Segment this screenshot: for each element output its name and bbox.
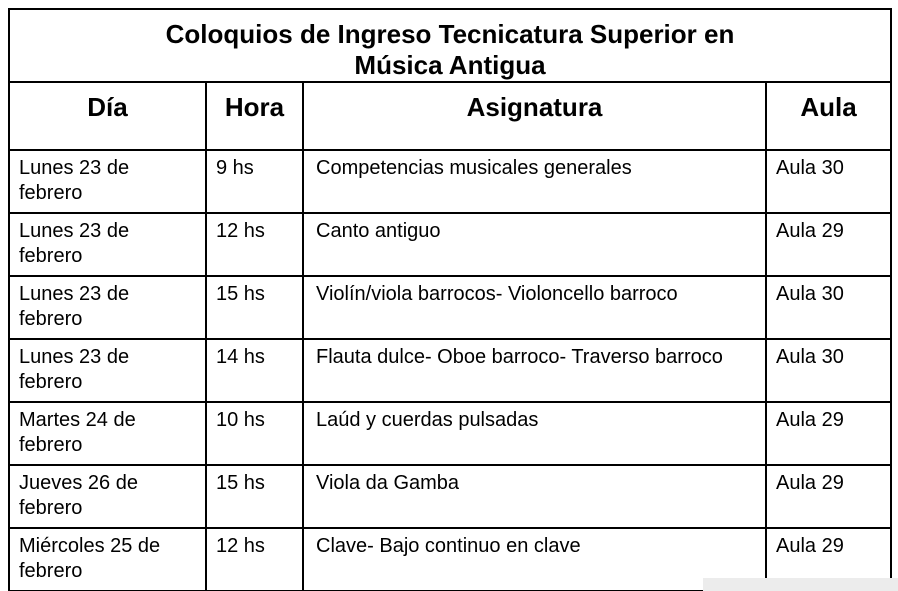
page-title: Coloquios de Ingreso Tecnicatura Superio… <box>165 19 735 80</box>
cell-asignatura: Laúd y cuerdas pulsadas <box>302 401 767 466</box>
cell-hora: 15 hs <box>205 464 304 529</box>
column-header-hora: Hora <box>205 81 304 151</box>
cell-aula: Aula 30 <box>765 338 892 403</box>
cell-asignatura: Violín/viola barrocos- Violoncello barro… <box>302 275 767 340</box>
title-cell: Coloquios de Ingreso Tecnicatura Superio… <box>8 8 892 83</box>
table-row: Jueves 26 de febrero 15 hs Viola da Gamb… <box>8 464 892 529</box>
cell-hora: 9 hs <box>205 149 304 214</box>
table-row: Lunes 23 de febrero 14 hs Flauta dulce- … <box>8 338 892 403</box>
cell-aula: Aula 30 <box>765 275 892 340</box>
cell-asignatura: Canto antiguo <box>302 212 767 277</box>
cell-dia: Lunes 23 de febrero <box>8 338 207 403</box>
cell-aula: Aula 29 <box>765 464 892 529</box>
table-row: Lunes 23 de febrero 15 hs Violín/viola b… <box>8 275 892 340</box>
column-header-asignatura: Asignatura <box>302 81 767 151</box>
cell-aula: Aula 30 <box>765 149 892 214</box>
cell-dia: Martes 24 de febrero <box>8 401 207 466</box>
cell-asignatura: Flauta dulce- Oboe barroco- Traverso bar… <box>302 338 767 403</box>
cell-dia: Lunes 23 de febrero <box>8 275 207 340</box>
cell-hora: 10 hs <box>205 401 304 466</box>
cell-hora: 15 hs <box>205 275 304 340</box>
cell-aula: Aula 29 <box>765 212 892 277</box>
cell-dia: Lunes 23 de febrero <box>8 212 207 277</box>
cell-hora: 12 hs <box>205 527 304 591</box>
title-row: Coloquios de Ingreso Tecnicatura Superio… <box>8 8 892 83</box>
column-header-aula: Aula <box>765 81 892 151</box>
cell-aula: Aula 29 <box>765 401 892 466</box>
cell-dia: Miércoles 25 de febrero <box>8 527 207 591</box>
cell-dia: Lunes 23 de febrero <box>8 149 207 214</box>
cell-asignatura: Viola da Gamba <box>302 464 767 529</box>
table-row: Martes 24 de febrero 10 hs Laúd y cuerda… <box>8 401 892 466</box>
table-row: Miércoles 25 de febrero 12 hs Clave- Baj… <box>8 527 892 591</box>
bottom-right-gray-artifact <box>703 578 898 591</box>
cell-asignatura: Competencias musicales generales <box>302 149 767 214</box>
cell-hora: 14 hs <box>205 338 304 403</box>
table-row: Lunes 23 de febrero 12 hs Canto antiguo … <box>8 212 892 277</box>
cell-hora: 12 hs <box>205 212 304 277</box>
cell-dia: Jueves 26 de febrero <box>8 464 207 529</box>
table-row: Lunes 23 de febrero 9 hs Competencias mu… <box>8 149 892 214</box>
schedule-table: Coloquios de Ingreso Tecnicatura Superio… <box>8 8 892 591</box>
cell-asignatura: Clave- Bajo continuo en clave <box>302 527 767 591</box>
header-row: Día Hora Asignatura Aula <box>8 81 892 151</box>
column-header-dia: Día <box>8 81 207 151</box>
